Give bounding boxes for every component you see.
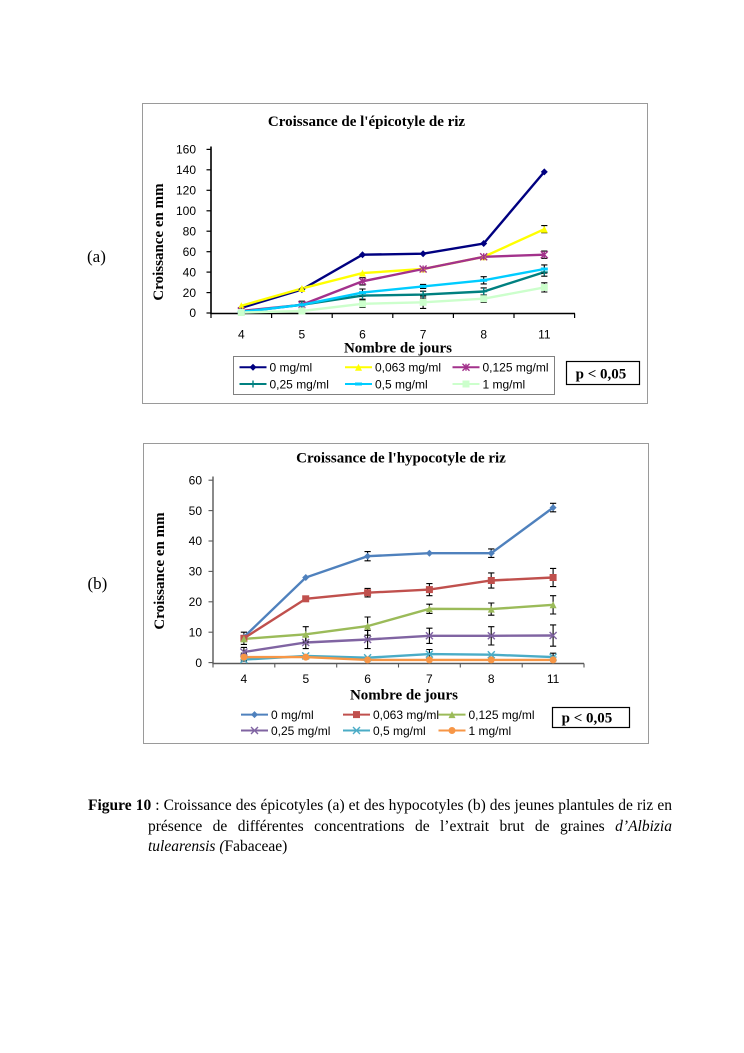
svg-text:11: 11 [538, 328, 551, 342]
svg-text:120: 120 [176, 184, 196, 198]
svg-text:0,5 mg/ml: 0,5 mg/ml [373, 724, 426, 738]
svg-text:0,25 mg/ml: 0,25 mg/ml [271, 724, 330, 738]
svg-text:7: 7 [426, 672, 433, 686]
svg-text:11: 11 [547, 672, 560, 686]
svg-text:1 mg/ml: 1 mg/ml [469, 724, 512, 738]
svg-text:0,063 mg/ml: 0,063 mg/ml [375, 361, 441, 375]
svg-text:160: 160 [176, 143, 196, 157]
svg-text:0,5 mg/ml: 0,5 mg/ml [375, 377, 428, 391]
svg-text:5: 5 [299, 328, 306, 342]
svg-text:8: 8 [488, 672, 495, 686]
svg-text:0,125 mg/ml: 0,125 mg/ml [469, 708, 535, 722]
svg-text:Croissance de l'épicotyle de r: Croissance de l'épicotyle de riz [268, 114, 466, 130]
svg-text:60: 60 [183, 245, 197, 259]
svg-text:0,125 mg/ml: 0,125 mg/ml [483, 361, 549, 375]
svg-text:Croissance en mm: Croissance en mm [152, 512, 168, 630]
svg-text:140: 140 [176, 163, 196, 177]
svg-text:7: 7 [420, 328, 427, 342]
svg-text:4: 4 [238, 328, 245, 342]
svg-text:20: 20 [183, 286, 197, 300]
svg-text:Croissance en mm: Croissance en mm [151, 183, 167, 301]
svg-text:p < 0,05: p < 0,05 [562, 710, 613, 726]
svg-text:6: 6 [364, 672, 371, 686]
svg-text:20: 20 [189, 595, 203, 609]
svg-text:Nombre de jours: Nombre de jours [344, 341, 452, 357]
svg-text:30: 30 [189, 565, 203, 579]
svg-text:Croissance de l'hypocotyle de: Croissance de l'hypocotyle de riz [296, 451, 506, 467]
svg-text:100: 100 [176, 204, 196, 218]
svg-text:40: 40 [189, 534, 203, 548]
svg-text:40: 40 [183, 265, 197, 279]
svg-text:6: 6 [359, 328, 366, 342]
svg-text:4: 4 [241, 672, 248, 686]
svg-text:8: 8 [480, 328, 487, 342]
svg-text:5: 5 [302, 672, 309, 686]
svg-text:p < 0,05: p < 0,05 [576, 366, 627, 382]
svg-text:Nombre de jours: Nombre de jours [350, 688, 458, 704]
svg-text:0,25 mg/ml: 0,25 mg/ml [270, 377, 329, 391]
svg-text:10: 10 [189, 625, 203, 639]
svg-text:0: 0 [195, 656, 202, 670]
svg-text:0,063 mg/ml: 0,063 mg/ml [373, 708, 439, 722]
svg-text:80: 80 [183, 224, 197, 238]
svg-text:50: 50 [189, 504, 203, 518]
svg-text:0 mg/ml: 0 mg/ml [270, 361, 313, 375]
svg-text:1 mg/ml: 1 mg/ml [483, 377, 526, 391]
svg-text:0 mg/ml: 0 mg/ml [271, 708, 314, 722]
svg-text:0: 0 [189, 306, 196, 320]
svg-text:60: 60 [189, 473, 203, 487]
